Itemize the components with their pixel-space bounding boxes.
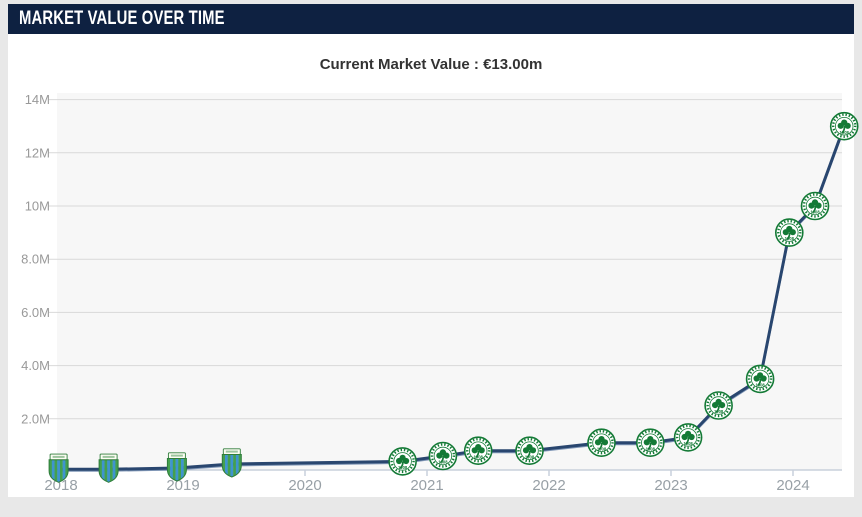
y-axis-label: 4.0M	[21, 358, 50, 373]
y-axis-label: 12M	[25, 145, 50, 160]
data-point-shamrock-circle-crest-icon[interactable]: 1908	[428, 441, 458, 471]
x-axis-label: 2022	[532, 477, 565, 494]
data-point-shamrock-circle-crest-icon[interactable]: 1908	[745, 364, 775, 394]
y-axis-label: 8.0M	[21, 252, 50, 267]
data-point-shamrock-circle-crest-icon[interactable]: 1908	[388, 447, 417, 476]
y-axis-label: 10M	[25, 199, 50, 214]
x-axis-label: 2024	[776, 477, 809, 494]
x-axis-label: 2020	[288, 477, 321, 494]
svg-text:1908: 1908	[646, 446, 656, 451]
data-point-shamrock-circle-crest-icon[interactable]: 1908	[463, 436, 493, 466]
data-point-shamrock-circle-crest-icon[interactable]: 1908	[515, 436, 544, 466]
svg-text:1908: 1908	[398, 465, 408, 470]
y-axis-label: 6.0M	[21, 305, 50, 320]
svg-text:1908: 1908	[597, 446, 607, 451]
svg-text:1908: 1908	[714, 409, 724, 414]
data-point-striped-shield-crest-icon[interactable]	[48, 453, 69, 483]
y-axis-label: 14M	[25, 92, 50, 107]
svg-text:1908: 1908	[785, 236, 795, 241]
data-point-shamrock-circle-crest-icon[interactable]: 1908	[673, 423, 703, 452]
data-point-shamrock-circle-crest-icon[interactable]: 1908	[635, 428, 665, 458]
svg-text:1908: 1908	[525, 454, 535, 459]
x-axis-label: 2018	[44, 477, 77, 494]
svg-text:1908: 1908	[810, 210, 820, 215]
x-axis-label: 2021	[410, 477, 443, 494]
data-point-striped-shield-crest-icon[interactable]	[166, 452, 187, 482]
y-axis-label: 2.0M	[21, 411, 50, 426]
value-line	[57, 124, 846, 471]
data-point-shamrock-circle-crest-icon[interactable]: 1908	[829, 111, 859, 141]
data-point-shamrock-circle-crest-icon[interactable]: 1908	[587, 428, 616, 458]
x-axis-label: 2023	[654, 477, 687, 494]
svg-text:1908: 1908	[840, 130, 850, 135]
data-point-shamrock-circle-crest-icon[interactable]: 1908	[704, 391, 733, 420]
data-point-shamrock-circle-crest-icon[interactable]: 1908	[800, 191, 830, 221]
svg-text:1908: 1908	[438, 460, 448, 465]
section-header: MARKET VALUE OVER TIME	[8, 4, 854, 34]
data-point-striped-shield-crest-icon[interactable]	[98, 453, 119, 483]
x-axis-label: 2019	[166, 477, 199, 494]
svg-text:1908: 1908	[683, 441, 693, 446]
svg-text:1908: 1908	[755, 383, 765, 388]
data-point-shamrock-circle-crest-icon[interactable]: 1908	[774, 218, 804, 247]
section-title: MARKET VALUE OVER TIME	[19, 8, 225, 29]
data-point-striped-shield-crest-icon[interactable]	[221, 448, 242, 478]
svg-text:1908: 1908	[474, 454, 484, 459]
current-market-value-text: Current Market Value : €13.00m	[319, 56, 543, 73]
